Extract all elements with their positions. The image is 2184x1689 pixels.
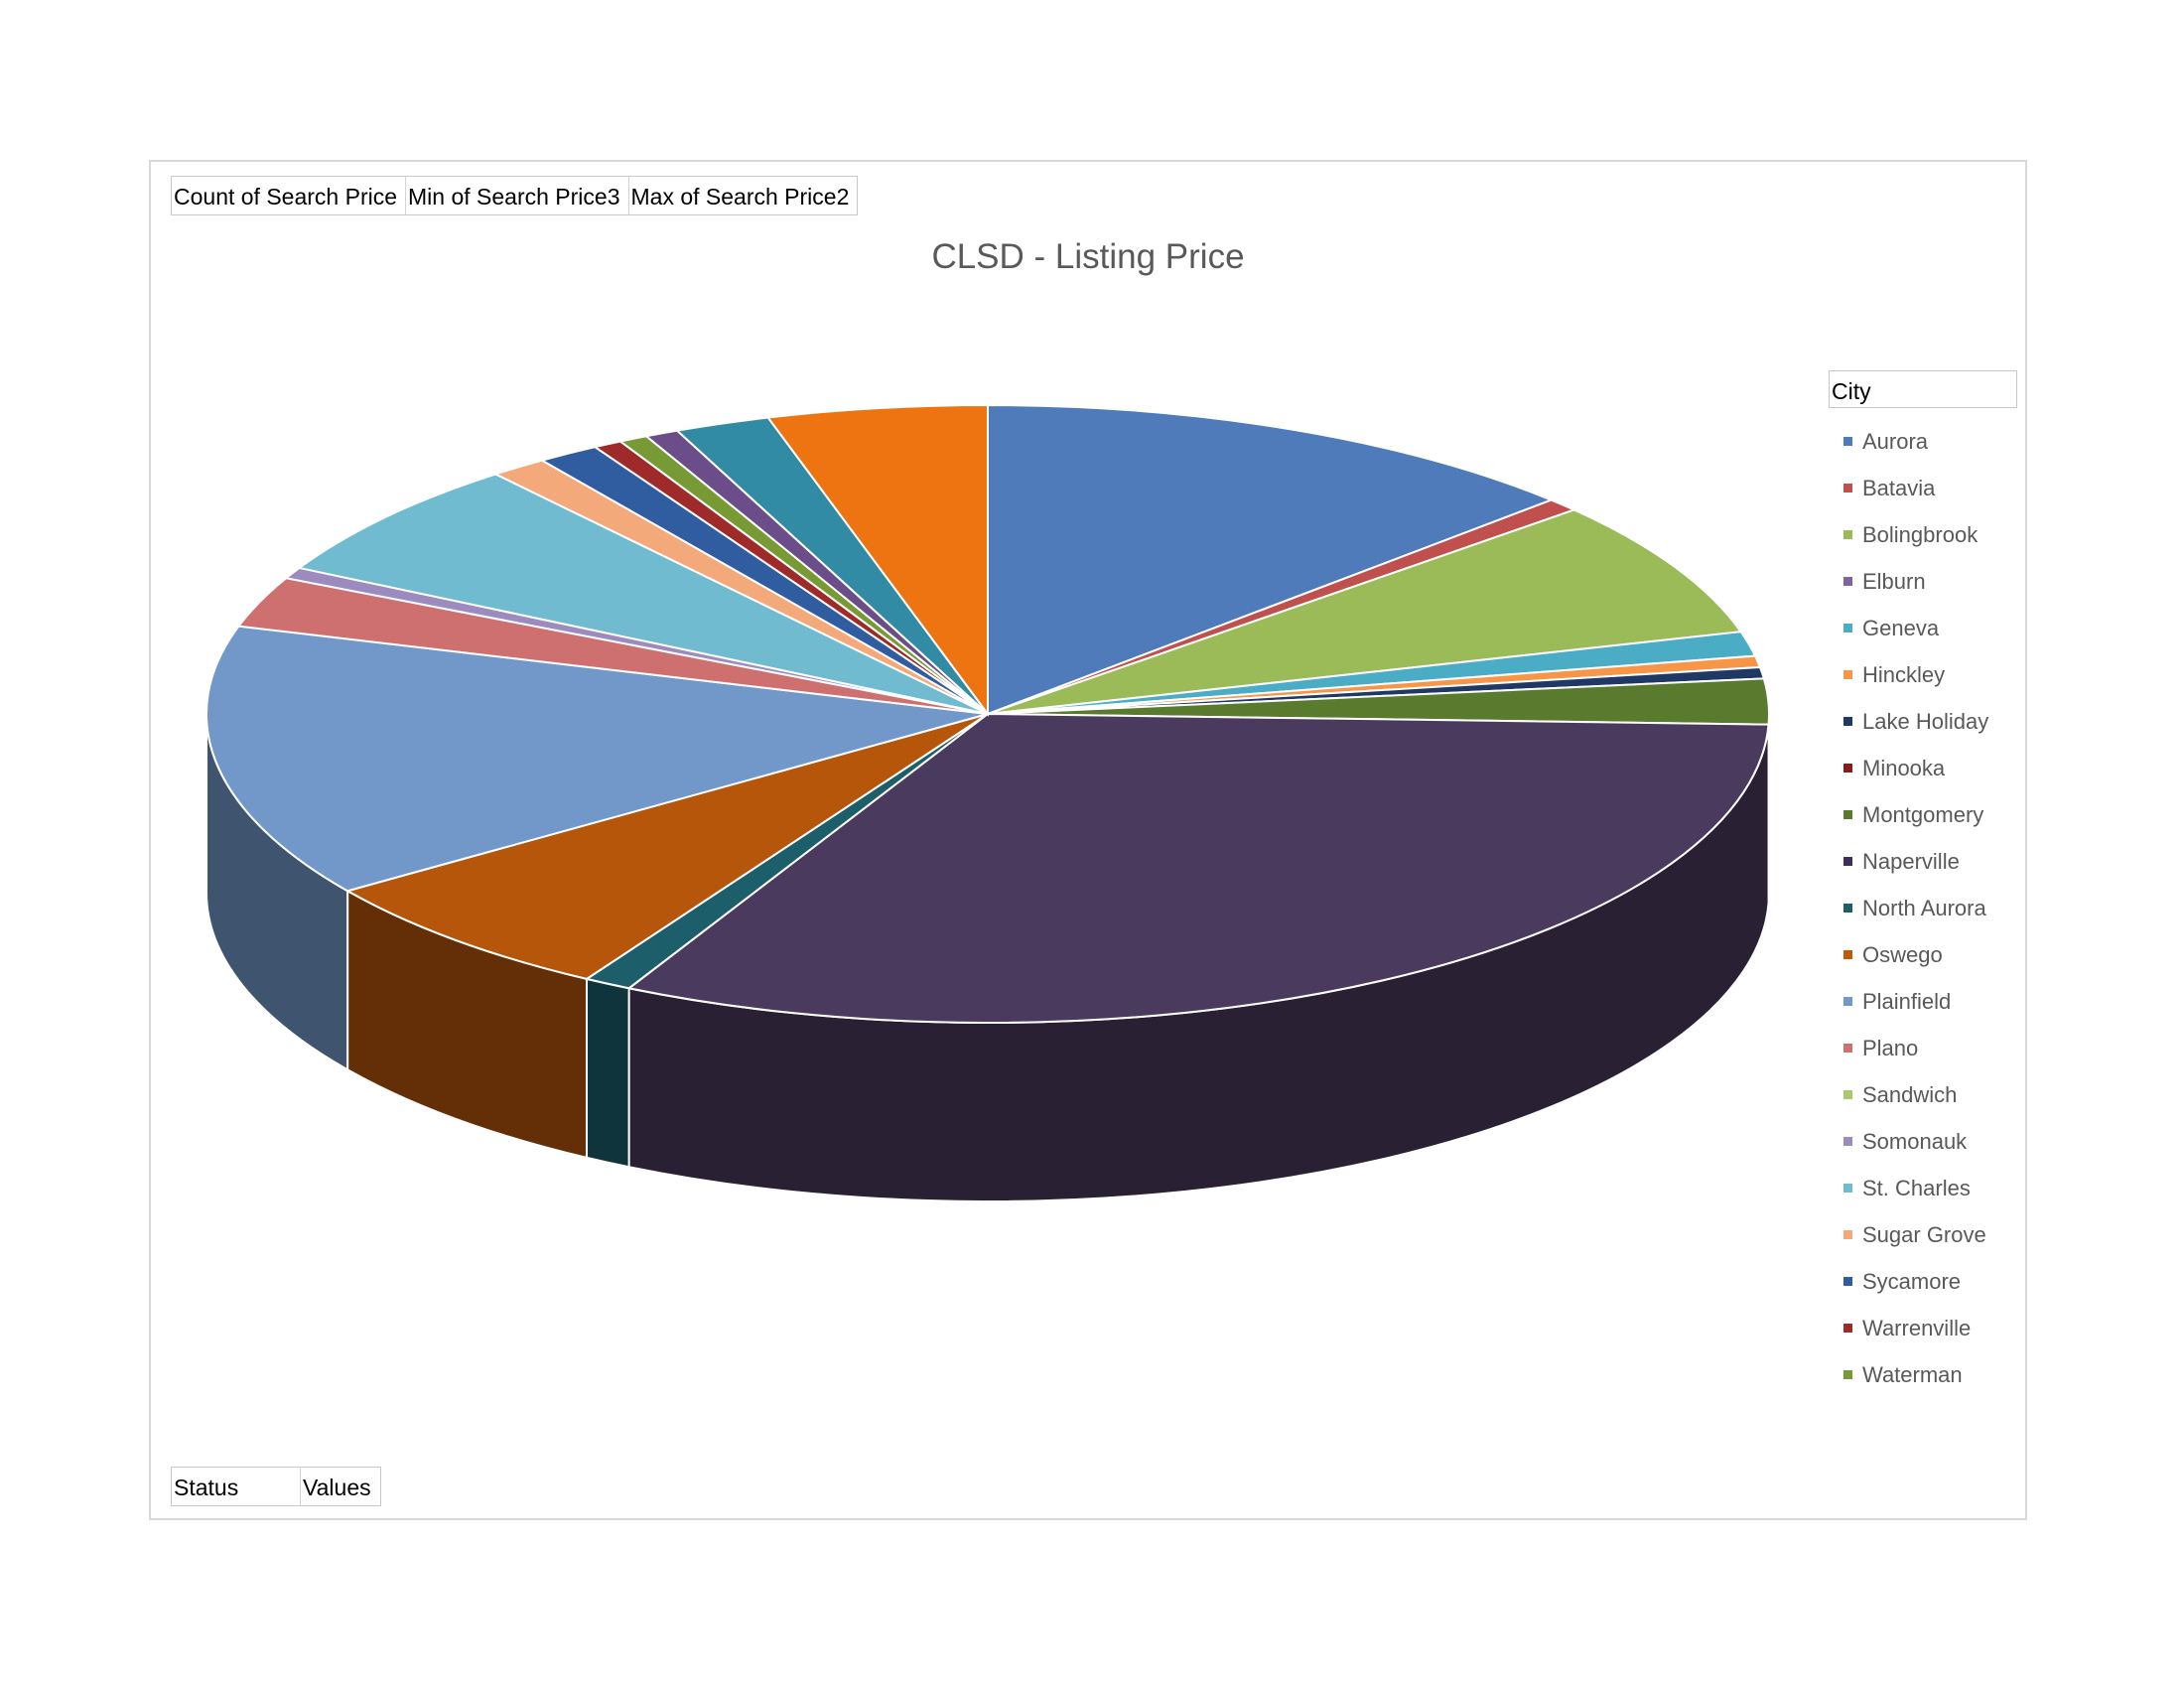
pie-slice[interactable]	[987, 403, 1555, 716]
chart-area: Count of Search Price Min of Search Pric…	[149, 160, 2027, 1520]
legend-item[interactable]: Batavia	[1829, 465, 2017, 511]
filter-field-buttons: Status Values	[171, 1467, 381, 1506]
legend-swatch	[1843, 764, 1852, 773]
field-values[interactable]: Values	[303, 1475, 371, 1500]
legend-swatch	[1843, 577, 1852, 586]
legend-swatch	[1843, 904, 1852, 913]
legend-item[interactable]: Geneva	[1829, 605, 2017, 651]
legend-item[interactable]: Plainfield	[1829, 978, 2017, 1025]
legend-item[interactable]: North Aurora	[1829, 885, 2017, 931]
field-min-of-search-price3[interactable]: Min of Search Price3	[406, 177, 629, 214]
legend-swatch	[1843, 1230, 1852, 1239]
legend-items: Aurora Batavia Bolingbrook Elburn Geneva Hinc…	[1829, 418, 2017, 1398]
legend-swatch	[1843, 1184, 1852, 1193]
legend-label: Bolingbrook	[1862, 521, 1979, 547]
legend-label: Warrenville	[1862, 1315, 1972, 1340]
legend-swatch	[1843, 950, 1852, 959]
legend-item[interactable]: Minooka	[1829, 745, 2017, 791]
pie-chart	[205, 403, 1770, 1203]
legend-label: Naperville	[1862, 848, 1960, 874]
legend-swatch	[1843, 1090, 1852, 1099]
legend-swatch	[1843, 670, 1852, 679]
legend-swatch	[1843, 857, 1852, 866]
legend-swatch	[1843, 1044, 1852, 1053]
legend-label: Geneva	[1862, 615, 1940, 640]
legend-label: Somonauk	[1862, 1128, 1968, 1154]
legend-item[interactable]: Sandwich	[1829, 1071, 2017, 1118]
legend-item[interactable]: Somonauk	[1829, 1118, 2017, 1165]
legend-label: Sandwich	[1862, 1081, 1958, 1107]
legend-swatch	[1843, 1370, 1852, 1379]
pie-top	[205, 403, 1770, 1024]
legend-item[interactable]: Naperville	[1829, 838, 2017, 885]
legend-item[interactable]: Montgomery	[1829, 791, 2017, 838]
legend-label: Oswego	[1862, 941, 1943, 967]
legend-swatch	[1843, 530, 1852, 539]
legend-label: Plainfield	[1862, 988, 1952, 1014]
legend-item[interactable]: Sycamore	[1829, 1258, 2017, 1305]
pie-slice[interactable]	[765, 403, 989, 718]
legend-label: Sugar Grove	[1862, 1221, 1986, 1247]
legend-label: Lake Holiday	[1862, 708, 1989, 734]
legend-item[interactable]: Elburn	[1829, 558, 2017, 605]
legend-label: Waterman	[1862, 1361, 1963, 1387]
legend-swatch	[1843, 1277, 1852, 1286]
legend-label: Minooka	[1862, 755, 1946, 780]
legend-item[interactable]: St. Charles	[1829, 1165, 2017, 1211]
field-max-of-search-price2[interactable]: Max of Search Price2	[630, 184, 850, 210]
legend-item[interactable]: Lake Holiday	[1829, 698, 2017, 745]
legend-swatch	[1843, 1324, 1852, 1333]
pie-slice-side	[585, 977, 630, 1169]
legend-swatch	[1843, 484, 1852, 493]
legend-label: Plano	[1862, 1035, 1919, 1060]
field-count-of-search-price[interactable]: Count of Search Price	[172, 177, 407, 214]
legend-label: Montgomery	[1862, 801, 1984, 827]
pie-slice[interactable]	[626, 712, 1770, 1024]
legend-swatch	[1843, 810, 1852, 819]
value-field-buttons: Count of Search Price Min of Search Pric…	[171, 176, 859, 215]
chart-title: CLSD - Listing Price	[931, 237, 1245, 276]
legend-swatch	[1843, 624, 1852, 633]
pie-slice[interactable]	[344, 713, 989, 980]
pie-slice[interactable]	[987, 508, 1743, 715]
legend-label: Aurora	[1862, 428, 1929, 454]
legend-item[interactable]: Aurora	[1829, 418, 2017, 465]
legend-label: Elburn	[1862, 568, 1926, 594]
pie-slice[interactable]	[205, 625, 989, 893]
legend: City Aurora Batavia Bolingbrook Elburn Genev…	[1829, 370, 2017, 1398]
legend-label: Sycamore	[1862, 1268, 1962, 1294]
legend-swatch	[1843, 437, 1852, 446]
legend-item[interactable]: Warrenville	[1829, 1305, 2017, 1351]
legend-swatch	[1843, 1137, 1852, 1146]
legend-swatch	[1843, 997, 1852, 1006]
pie-slice[interactable]	[297, 473, 989, 715]
legend-item[interactable]: Waterman	[1829, 1351, 2017, 1398]
pie-sides	[205, 713, 1770, 1203]
legend-item[interactable]: Hinckley	[1829, 651, 2017, 698]
legend-item[interactable]: Oswego	[1829, 931, 2017, 978]
legend-field-city[interactable]: City	[1829, 370, 2017, 408]
field-status[interactable]: Status	[172, 1468, 301, 1505]
legend-label: St. Charles	[1862, 1175, 1971, 1200]
legend-label: Hinckley	[1862, 661, 1946, 687]
legend-swatch	[1843, 717, 1852, 726]
legend-item[interactable]: Sugar Grove	[1829, 1211, 2017, 1258]
legend-label: North Aurora	[1862, 895, 1986, 920]
legend-item[interactable]: Plano	[1829, 1025, 2017, 1071]
legend-label: Batavia	[1862, 475, 1936, 500]
legend-item[interactable]: Bolingbrook	[1829, 511, 2017, 558]
